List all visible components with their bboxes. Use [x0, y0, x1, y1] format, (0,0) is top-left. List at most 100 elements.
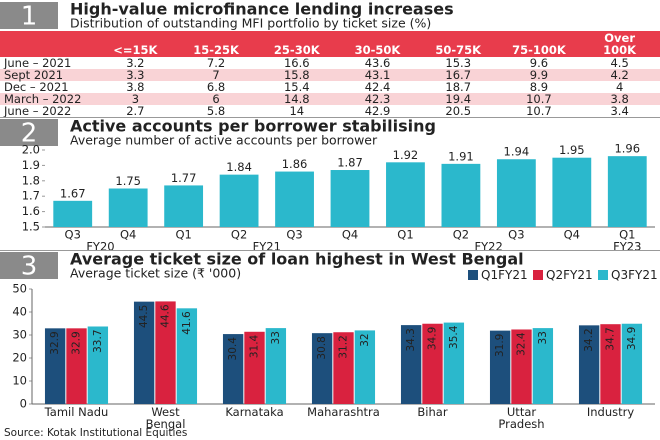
bar — [108, 188, 148, 227]
legend-swatch — [468, 270, 478, 280]
cell: 15.8 — [284, 68, 310, 82]
value-label: 34.9 — [626, 327, 638, 350]
y-tick-label: 1.8 — [22, 173, 40, 187]
cell: 15.3 — [445, 56, 471, 70]
value-label: 1.96 — [614, 142, 640, 156]
bar — [489, 330, 511, 404]
y-tick-label: 1.9 — [22, 158, 40, 172]
value-label: 1.84 — [226, 160, 252, 174]
x-tick-label: Q3 — [65, 228, 81, 242]
value-label: 41.6 — [181, 311, 193, 335]
cell: 42.4 — [365, 80, 391, 94]
legend-label: Q2FY21 — [546, 268, 593, 282]
value-label: 1.75 — [115, 174, 141, 188]
cell: 7 — [212, 68, 219, 82]
bar — [441, 163, 481, 227]
bar — [496, 159, 536, 227]
cell: 42.9 — [365, 104, 391, 118]
y-tick-label: 20 — [12, 351, 27, 365]
cell: 6.8 — [207, 80, 225, 94]
cell: 15.4 — [284, 80, 310, 94]
y-tick-label: 1.7 — [22, 189, 40, 203]
cell: 43.1 — [365, 68, 391, 82]
bar — [44, 328, 66, 404]
x-tick-label: Tamil Nadu — [44, 405, 109, 419]
section-subtitle: Distribution of outstanding MFI portfoli… — [70, 16, 431, 31]
y-tick-label: 0 — [20, 397, 27, 411]
cell: 3.8 — [126, 80, 144, 94]
legend-swatch — [598, 270, 608, 280]
cell: 3 — [132, 92, 139, 106]
row-stripe — [0, 93, 660, 105]
cell: 10.7 — [526, 92, 552, 106]
row-label: Sept 2021 — [4, 68, 63, 82]
x-tick-label: Q1 — [619, 228, 635, 242]
x-tick-label: West Bengal — [145, 405, 186, 432]
section-subtitle: Average number of active accounts per bo… — [70, 133, 378, 148]
x-tick-label: Q4 — [564, 228, 580, 242]
cell: 20.5 — [445, 104, 471, 118]
y-tick-label: 50 — [12, 282, 27, 296]
value-label: 31.4 — [249, 334, 261, 358]
bar — [164, 185, 204, 227]
row-label: March – 2022 — [4, 92, 81, 106]
bar — [400, 325, 422, 404]
bar — [244, 331, 265, 404]
x-tick-label: Q4 — [120, 228, 136, 242]
bar — [311, 333, 333, 404]
x-tick-label: Karnataka — [225, 405, 284, 419]
bar — [532, 328, 554, 404]
y-tick-label: 30 — [12, 328, 27, 342]
value-label: 33.7 — [92, 329, 104, 352]
cell: 16.7 — [445, 68, 471, 82]
value-label: 1.95 — [559, 143, 585, 157]
column-header: Over 100K — [603, 30, 637, 57]
x-tick-label: Q2 — [453, 228, 469, 242]
y-tick-label: 1.6 — [22, 204, 40, 218]
cell: 4.2 — [610, 68, 628, 82]
bar — [578, 325, 600, 404]
legend-swatch — [533, 270, 543, 280]
cell: 3.2 — [126, 56, 144, 70]
bar — [330, 170, 370, 227]
column-header: 75-100K — [512, 42, 566, 57]
cell: 4 — [616, 80, 623, 94]
legend-label: Q1FY21 — [481, 268, 528, 282]
cell: 6 — [212, 92, 219, 106]
section-number-box — [0, 252, 58, 279]
bar — [386, 162, 425, 227]
value-label: 32 — [359, 333, 371, 346]
cell: 3.8 — [610, 92, 628, 106]
cell: 18.7 — [445, 80, 471, 94]
cell: 3.4 — [610, 104, 628, 118]
group-label: FY23 — [613, 240, 641, 254]
value-label: 32.9 — [71, 331, 83, 354]
value-label: 1.91 — [448, 149, 474, 163]
bar — [176, 308, 198, 404]
bar — [219, 174, 259, 227]
value-label: 35.4 — [448, 325, 460, 349]
cell: 14.8 — [284, 92, 310, 106]
row-label: Dec – 2021 — [4, 80, 69, 94]
value-label: 1.86 — [282, 157, 308, 171]
value-label: 1.92 — [393, 148, 419, 162]
x-tick-label: Industry — [586, 405, 635, 419]
value-label: 32.4 — [516, 332, 528, 356]
cell: 9.9 — [530, 68, 548, 82]
bar — [607, 156, 647, 227]
y-tick-label: 40 — [12, 305, 27, 319]
row-label: June – 2022 — [3, 104, 71, 118]
bar — [600, 324, 621, 404]
row-label: June – 2021 — [3, 56, 71, 70]
y-tick-label: 1.5 — [22, 220, 40, 234]
section-number: 3 — [21, 252, 38, 282]
cell: 19.4 — [445, 92, 471, 106]
cell: 7.2 — [207, 56, 225, 70]
row-stripe — [0, 69, 660, 81]
column-header: 15-25K — [193, 42, 239, 57]
value-label: 32.9 — [49, 331, 61, 354]
bar — [443, 322, 465, 404]
bar — [265, 328, 287, 404]
section-number-box — [0, 2, 58, 29]
